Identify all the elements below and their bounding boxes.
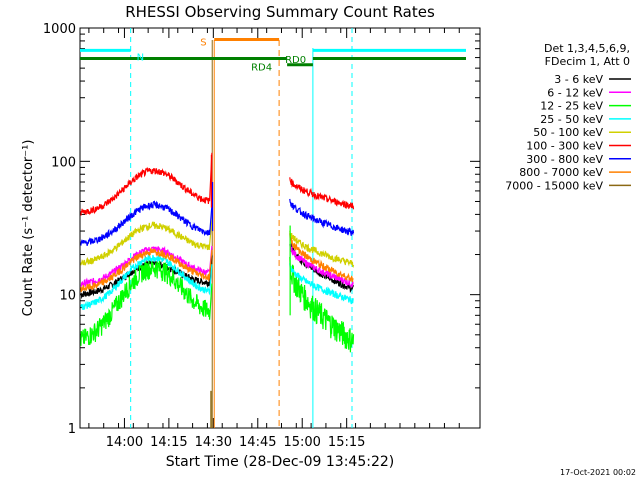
x-tick-label: 15:15 — [328, 435, 365, 450]
legend-entry-label: 25 - 50 keV — [540, 113, 603, 126]
legend-entry-label: 7000 - 15000 keV — [505, 179, 603, 192]
legend-entry-label: 6 - 12 keV — [547, 86, 603, 99]
flag-label: RD0 — [285, 55, 306, 66]
legend-entry-label: 3 - 6 keV — [554, 73, 603, 86]
y-tick-label: 10 — [59, 289, 76, 304]
series-line — [289, 198, 355, 236]
series-line — [289, 230, 355, 268]
plot-area: 1 10 100 1000 14:00 14:15 14:30 14:45 15:00 15:15… — [43, 22, 481, 450]
series-line — [289, 177, 355, 210]
legend-entry-label: 12 - 25 keV — [540, 100, 603, 113]
svg-text:Count Rate (s⁻¹ detector⁻¹): Count Rate (s⁻¹ detector⁻¹) — [21, 140, 36, 317]
series-line — [80, 245, 213, 288]
x-tick-label: 14:00 — [106, 435, 143, 450]
chart-title: RHESSI Observing Summary Count Rates — [125, 3, 435, 21]
footer-timestamp: 17-Oct-2021 00:02 — [560, 468, 636, 477]
y-tick-label: 100 — [51, 155, 76, 170]
legend-entry-label: 800 - 7000 keV — [519, 166, 603, 179]
series-line — [289, 263, 354, 305]
series-line — [289, 256, 355, 353]
x-axis-label: Start Time (28-Dec-09 13:45:22) — [166, 454, 394, 470]
x-tick-label: 14:15 — [150, 435, 187, 450]
flag-label: N — [137, 52, 144, 63]
flag-label: S — [200, 37, 206, 48]
x-tick-label: 14:45 — [239, 435, 276, 450]
legend-header: FDecim 1, Att 0 — [545, 55, 630, 68]
y-tick-label: 1000 — [43, 22, 76, 37]
series-line — [80, 259, 213, 346]
legend-header: Det 1,3,4,5,6,9, — [544, 42, 630, 55]
legend-entry-label: 300 - 800 keV — [526, 153, 603, 166]
legend-entry-label: 100 - 300 keV — [526, 140, 603, 153]
series-line — [80, 200, 213, 246]
legend: Det 1,3,4,5,6,9,FDecim 1, Att 0 3 - 6 keV… — [505, 42, 631, 192]
y-axis-label: Count Rate (s⁻¹ detector⁻¹) — [21, 140, 36, 317]
legend-entry-label: 50 - 100 keV — [533, 126, 603, 139]
flag-label: RD4 — [251, 63, 272, 74]
series-line — [80, 219, 213, 266]
x-tick-label: 14:30 — [195, 435, 232, 450]
series-line — [289, 244, 354, 289]
y-tick-label: 1 — [68, 422, 76, 437]
series-line — [80, 152, 213, 216]
plot-frame — [79, 27, 481, 429]
x-tick-label: 15:00 — [283, 435, 320, 450]
series-line — [80, 247, 213, 293]
series-line — [289, 233, 354, 283]
